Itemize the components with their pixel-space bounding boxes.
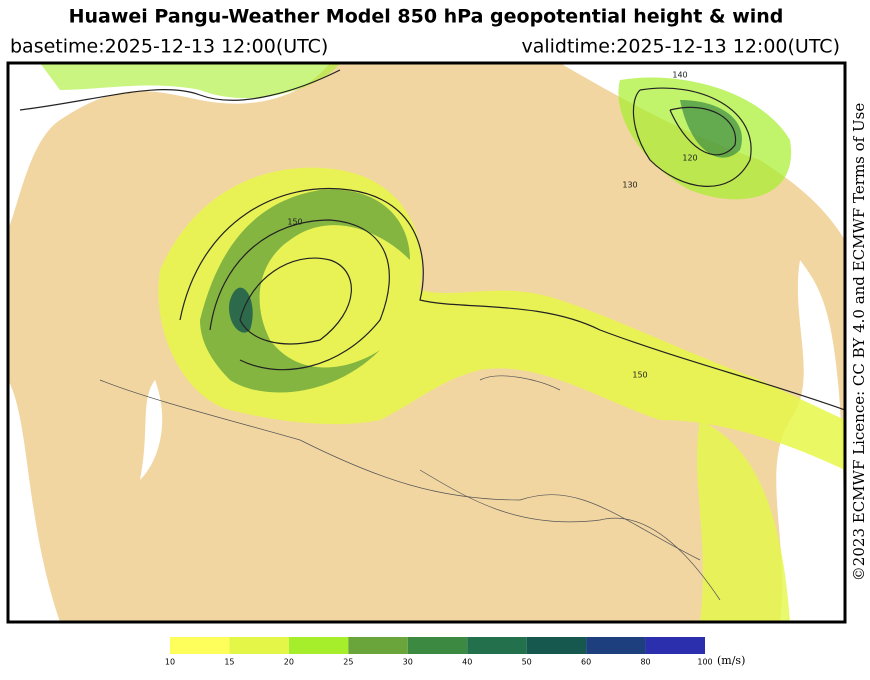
colorbar-box: [348, 637, 408, 654]
colorbar-label: 60: [581, 658, 591, 667]
wind-band: [40, 63, 340, 99]
sea: [8, 380, 60, 622]
colorbar-label: 10: [165, 658, 175, 667]
wind-core: [680, 100, 742, 158]
validtime: validtime:2025-12-13 12:00(UTC): [521, 36, 840, 58]
sea: [560, 63, 845, 240]
colorbar-unit: (m/s): [717, 654, 745, 667]
contour-label: 130: [622, 181, 637, 190]
colorbar-label: 25: [343, 658, 353, 667]
coastlines: [99, 375, 721, 601]
colorbar-label: 50: [522, 658, 532, 667]
colorbar-box: [467, 637, 527, 654]
wind-band: [200, 189, 410, 393]
wind-band: [158, 167, 845, 470]
colorbar-box: [526, 637, 587, 654]
contour-label: 140: [672, 71, 687, 80]
colorbar-label: 20: [284, 658, 294, 667]
colorbar-box: [645, 637, 705, 654]
colorbar-label: 30: [403, 658, 413, 667]
wind-band: [697, 420, 790, 622]
colorbar-box: [229, 637, 289, 654]
colorbar-label: 80: [640, 658, 650, 667]
licence: ©2023 ECMWF Licence: CC BY 4.0 and ECMWF…: [850, 103, 868, 582]
colorbar-box: [586, 637, 646, 654]
map-frame: [6, 61, 847, 624]
colorbar: 10 15 20 25 30 40 50 60 80 100 (m/s): [165, 637, 745, 667]
colorbar-label: 15: [224, 658, 234, 667]
wind-core: [229, 287, 253, 333]
contours: [19, 69, 845, 411]
colorbar-box: [407, 637, 468, 654]
colorbar-box: [170, 637, 230, 654]
contour-label: 150: [287, 218, 302, 227]
title: Huawei Pangu-Weather Model 850 hPa geopo…: [69, 6, 784, 28]
contour-label: 150: [632, 371, 647, 380]
colorbar-label: 40: [462, 658, 472, 667]
colorbar-label: 100: [697, 658, 712, 667]
colorbar-box: [288, 637, 349, 654]
sea: [140, 380, 163, 480]
basetime: basetime:2025-12-13 12:00(UTC): [10, 36, 328, 58]
map: 150 140 120 130 150: [6, 61, 847, 624]
contour-label: 120: [682, 154, 697, 163]
